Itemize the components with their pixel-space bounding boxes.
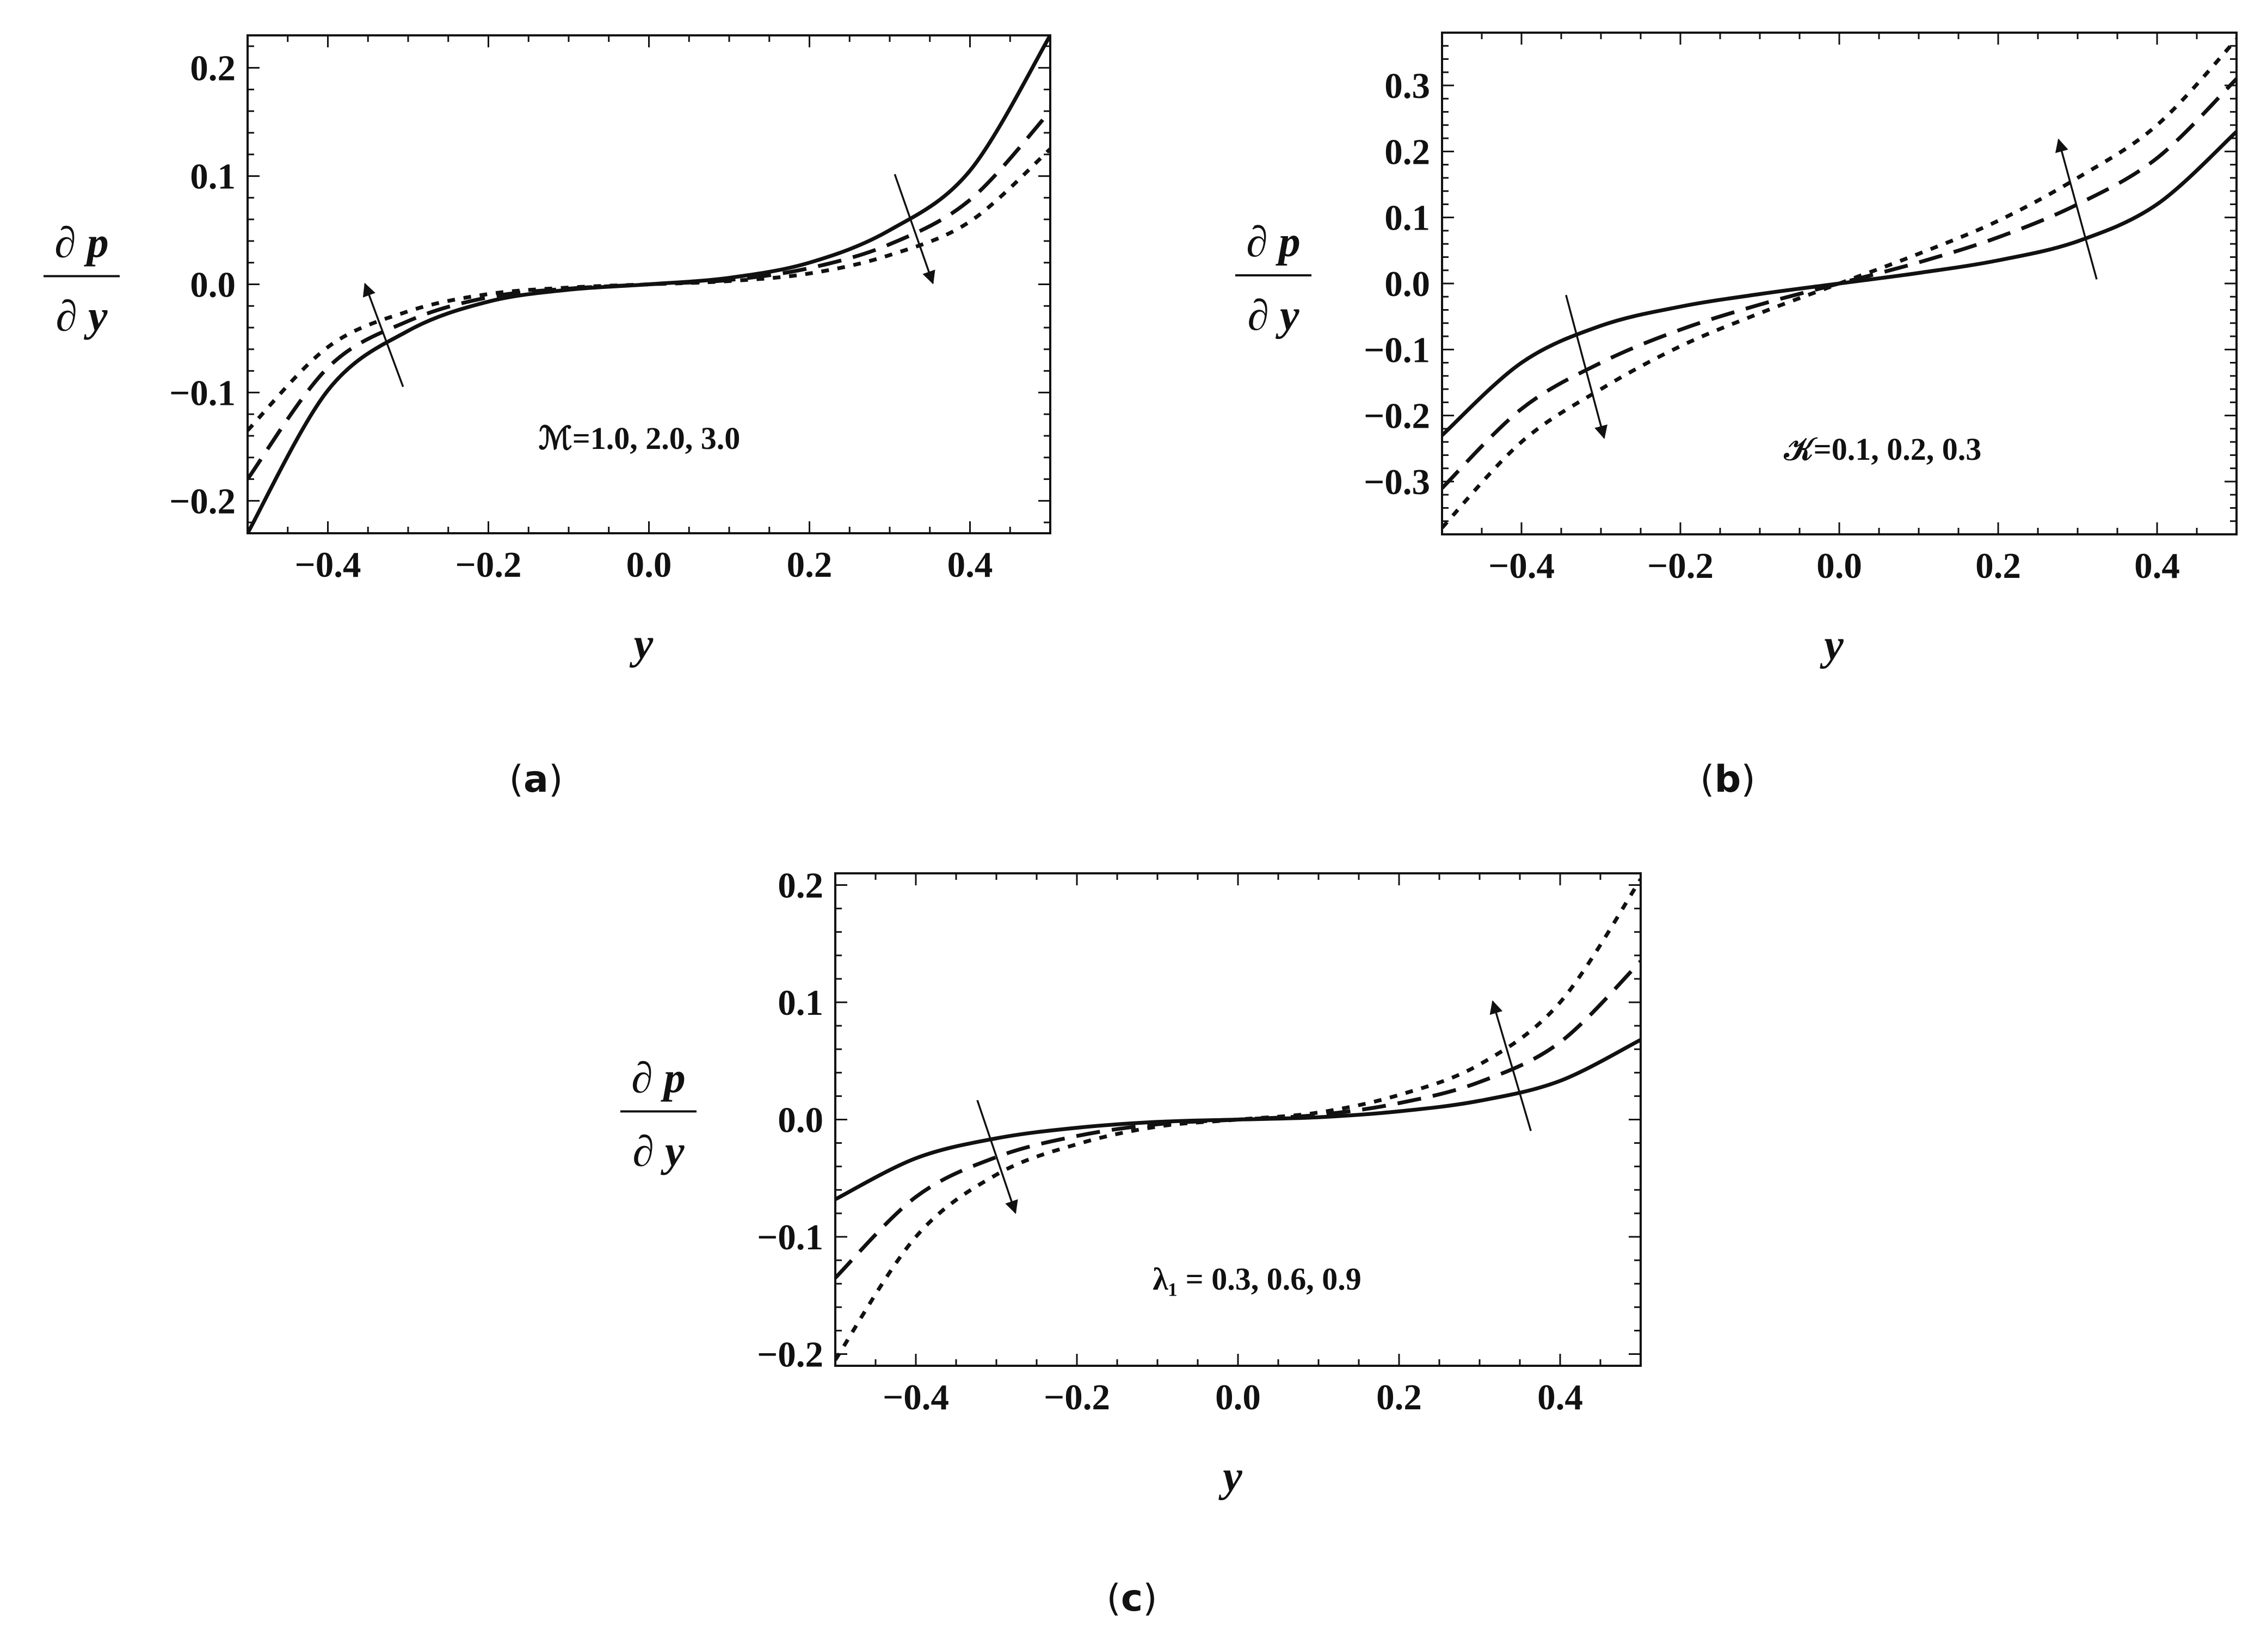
x-tick-label: −0.4 <box>1488 546 1555 586</box>
y-tick-label: 0.0 <box>778 1100 823 1141</box>
x-tick-label: 0.2 <box>1376 1377 1422 1417</box>
x-tick-label: −0.2 <box>455 545 522 585</box>
series-line-dotted <box>248 147 1050 432</box>
series-group <box>1442 38 2237 529</box>
y-tick-label: −0.3 <box>1364 462 1430 502</box>
panel-caption: (c) <box>1106 1577 1157 1620</box>
trend-arrow-left <box>976 1100 1018 1215</box>
y-axis-label-denominator: ∂ y <box>1247 292 1299 340</box>
trend-arrow-right <box>1489 1000 1532 1131</box>
y-tick-label: 0.2 <box>190 48 236 89</box>
y-tick-label: 0.1 <box>1384 198 1430 238</box>
x-tick-label: 0.0 <box>1816 546 1862 586</box>
series-line-dashed <box>1442 77 2237 490</box>
y-tick-label: −0.1 <box>757 1217 823 1258</box>
parameter-annotation: ℳ=1.0, 2.0, 3.0 <box>539 421 741 456</box>
y-tick-label: 0.0 <box>1384 264 1430 304</box>
x-tick-label: −0.2 <box>1647 546 1714 586</box>
parameter-annotation: 𝒦=0.1, 0.2, 0.3 <box>1784 432 1981 467</box>
series-line-dashed <box>835 960 1641 1279</box>
y-axis-label-denominator: ∂ y <box>632 1128 685 1176</box>
panel-c: −0.4 −0.2 0.0 0.2 0.4 −0.2 −0.1 0.0 0.1 0.2 y ∂ p ∂ … <box>620 866 1642 1620</box>
x-tick-label: 0.0 <box>1215 1377 1261 1417</box>
y-tick-label: 0.1 <box>190 157 236 197</box>
x-tick-label: −0.2 <box>1044 1377 1110 1417</box>
y-tick-label: −0.2 <box>169 481 236 521</box>
x-tick-label: 0.4 <box>2134 546 2180 586</box>
x-tick-label: 0.0 <box>626 545 672 585</box>
x-axis-label: y <box>1218 1453 1242 1501</box>
x-tick-label: −0.4 <box>883 1377 949 1417</box>
panel-a: −0.4 −0.2 0.0 0.2 0.4 −0.2 −0.1 0.0 0.1 0.2 y ∂ p ∂ … <box>44 34 1051 801</box>
x-axis-label: y <box>629 620 654 668</box>
x-tick-label: 0.2 <box>787 545 833 585</box>
panel-b: −0.4 −0.2 0.0 0.2 0.4 −0.3 −0.2 −0.1 0.0 0.1 0.2 0.… <box>1235 32 2238 801</box>
trend-arrow-left <box>362 282 404 387</box>
y-tick-label: −0.2 <box>1364 396 1430 436</box>
x-tick-label: 0.4 <box>947 545 993 585</box>
trend-arrow-right <box>894 174 935 285</box>
series-group <box>248 35 1050 533</box>
y-tick-label: −0.1 <box>169 373 236 413</box>
x-tick-label: 0.2 <box>1975 546 2021 586</box>
series-line-dotted <box>1442 38 2237 529</box>
panel-caption: (b) <box>1700 758 1755 801</box>
y-tick-label: −0.2 <box>757 1334 823 1374</box>
x-tick-label: 0.4 <box>1537 1377 1583 1417</box>
trend-arrow-left <box>1565 294 1607 439</box>
y-tick-label: −0.1 <box>1364 330 1430 370</box>
y-axis-label-denominator: ∂ y <box>56 293 108 341</box>
parameter-annotation: λ₁ = 0.3, 0.6, 0.9 <box>1153 1261 1361 1297</box>
y-tick-label: 0.2 <box>778 866 823 906</box>
x-axis-label: y <box>1819 621 1844 669</box>
panel-caption: (a) <box>509 758 563 801</box>
y-tick-label: 0.3 <box>1384 66 1430 106</box>
series-line-dotted <box>835 878 1641 1361</box>
y-axis-label-numerator: ∂ p <box>1246 218 1301 266</box>
y-axis-label-numerator: ∂ p <box>631 1055 686 1102</box>
y-tick-label: 0.1 <box>778 983 823 1023</box>
y-axis-label-numerator: ∂ p <box>54 219 109 267</box>
y-tick-label: 0.2 <box>1384 132 1430 172</box>
y-tick-label: 0.0 <box>190 265 236 305</box>
trend-arrow-right <box>2055 138 2098 280</box>
x-tick-label: −0.4 <box>295 545 361 585</box>
